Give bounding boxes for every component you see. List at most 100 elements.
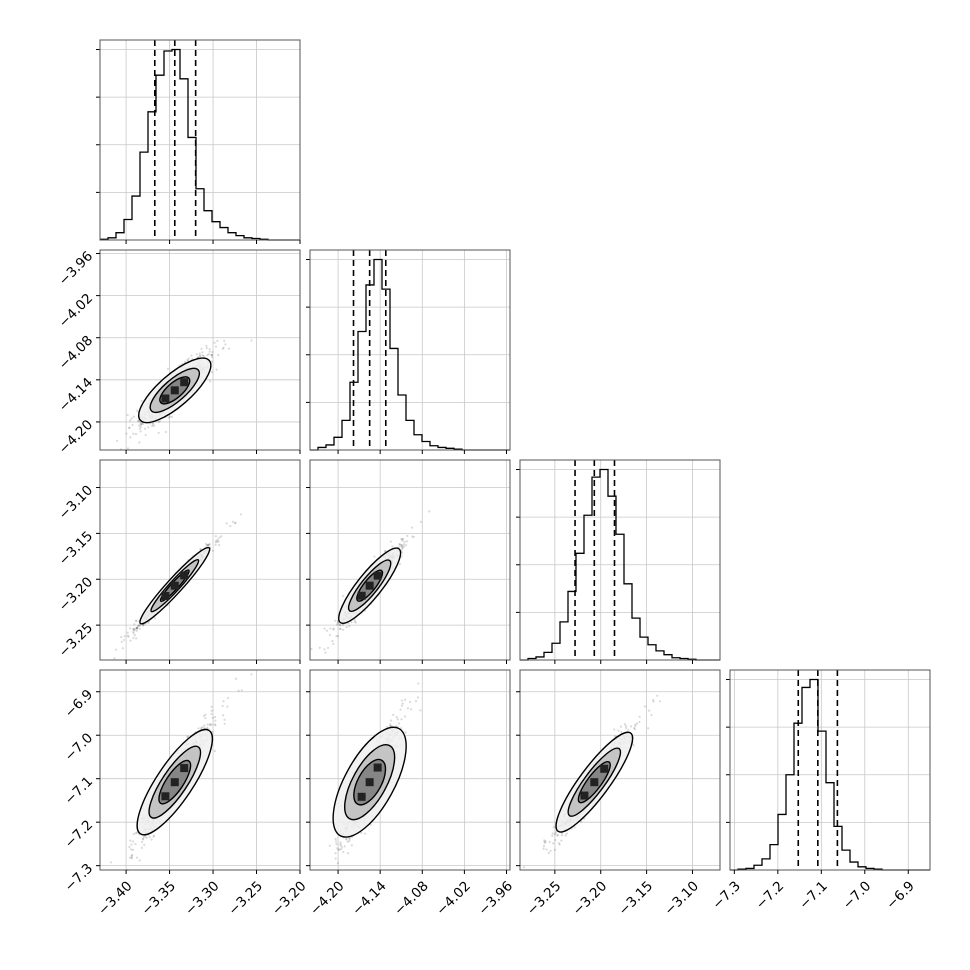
scatter-point: [383, 549, 387, 553]
scatter-point: [338, 848, 341, 851]
scatter-point: [211, 356, 214, 359]
scatter-point: [402, 543, 406, 546]
scatter-point: [200, 347, 203, 350]
scatter-point: [121, 647, 124, 650]
density-core: [365, 581, 374, 590]
scatter-point: [126, 413, 129, 417]
scatter-point: [152, 834, 156, 837]
scatter-point: [131, 627, 135, 631]
scatter-point: [120, 636, 123, 639]
scatter-point: [400, 545, 403, 548]
density-core: [170, 386, 179, 395]
scatter-point: [128, 627, 132, 630]
scatter-point: [208, 348, 211, 351]
scatter-panel-1-0: [96, 249, 301, 454]
scatter-point: [627, 728, 630, 732]
scatter-point: [135, 627, 138, 630]
scatter-point: [406, 707, 410, 710]
density-core: [373, 571, 382, 580]
scatter-point: [346, 840, 349, 843]
scatter-point: [140, 846, 144, 849]
scatter-point: [339, 848, 343, 851]
scatter-point: [336, 621, 339, 624]
scatter-point: [143, 427, 147, 430]
scatter-point: [336, 622, 340, 625]
scatter-point: [152, 423, 155, 426]
scatter-point: [209, 723, 212, 727]
scatter-point: [401, 702, 404, 705]
scatter-point: [400, 538, 403, 541]
scatter-point: [122, 638, 125, 642]
scatter-point: [334, 852, 337, 855]
density-core: [357, 591, 366, 600]
scatter-point: [334, 857, 337, 860]
scatter-point: [138, 424, 141, 427]
density-core: [180, 378, 189, 387]
scatter-point: [652, 698, 655, 702]
scatter-point: [132, 636, 135, 640]
scatter-point: [400, 551, 404, 554]
scatter-point: [128, 856, 132, 859]
scatter-point: [125, 432, 128, 435]
scatter-point: [204, 713, 207, 716]
scatter-point: [397, 722, 401, 725]
panel-frame: [309, 459, 511, 661]
scatter-point: [400, 543, 403, 547]
scatter-point: [168, 415, 172, 418]
scatter-point: [128, 426, 131, 430]
scatter-point: [318, 646, 321, 649]
scatter-point: [325, 629, 329, 632]
scatter-point: [134, 832, 138, 835]
scatter-point: [131, 853, 134, 857]
scatter-point: [216, 339, 219, 343]
scatter-point: [195, 353, 198, 356]
scatter-point: [132, 632, 135, 635]
scatter-point: [139, 425, 142, 429]
scatter-point: [135, 831, 138, 834]
scatter-point: [223, 722, 226, 725]
scatter-point: [132, 415, 135, 418]
scatter-point: [114, 648, 118, 651]
scatter-point: [560, 839, 563, 842]
scatter-point: [142, 624, 145, 627]
scatter-point: [401, 546, 404, 550]
scatter-point: [133, 623, 136, 626]
scatter-point: [225, 522, 228, 525]
panel-frame: [309, 669, 511, 871]
scatter-point: [223, 339, 226, 342]
scatter-point: [239, 513, 242, 516]
panel-frame: [309, 249, 511, 451]
histogram-panel-1: [306, 249, 511, 454]
scatter-point: [553, 833, 557, 836]
scatter-point: [135, 856, 139, 859]
scatter-point: [339, 841, 342, 844]
scatter-point: [342, 850, 345, 854]
scatter-point: [214, 345, 218, 348]
scatter-point: [128, 426, 131, 429]
scatter-point: [139, 423, 143, 426]
scatter-point: [234, 677, 238, 680]
scatter-point: [197, 727, 200, 730]
scatter-point: [339, 844, 342, 847]
scatter-point: [392, 713, 395, 716]
scatter-point: [129, 436, 132, 439]
scatter-point: [373, 555, 376, 558]
scatter-point: [336, 635, 340, 638]
scatter-point: [130, 856, 134, 859]
scatter-point: [186, 735, 189, 738]
scatter-point: [109, 861, 113, 864]
scatter-point: [152, 424, 156, 427]
scatter-point: [183, 360, 186, 364]
scatter-point: [222, 346, 225, 349]
scatter-point: [206, 723, 209, 726]
scatter-point: [200, 727, 203, 730]
scatter-point: [153, 617, 156, 620]
scatter-point: [250, 673, 253, 676]
scatter-point: [206, 544, 209, 547]
scatter-point: [199, 548, 202, 551]
scatter-point: [336, 862, 340, 865]
scatter-point: [131, 848, 135, 851]
scatter-point: [213, 723, 216, 726]
scatter-point: [551, 832, 554, 835]
scatter-point: [553, 848, 557, 851]
